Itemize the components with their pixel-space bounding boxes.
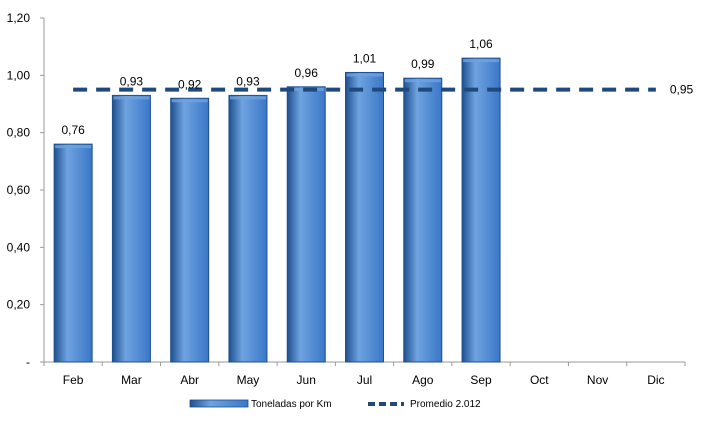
bar-highlight [171,99,208,103]
bar-data-label: 0,93 [120,74,144,88]
bar-series [53,57,501,363]
legend: Toneladas por Km Promedio 2.012 [189,399,481,410]
x-tick-label: Feb [63,373,84,387]
bar-data-label: 0,99 [411,57,435,71]
bar-mar [111,94,151,363]
x-tick-label: Jun [297,373,316,387]
x-tick-label: Oct [530,373,549,387]
bar-data-label: 0,93 [236,74,260,88]
bar-may [228,94,268,363]
average-data-label: 0,95 [670,83,694,97]
bar-feb [53,143,93,363]
x-tick-label: Mar [121,373,142,387]
bar-sep [461,57,501,363]
x-tick-label: Sep [470,373,492,387]
bar-highlight [113,96,150,100]
legend-swatch-bars [189,399,249,408]
bar-data-label: 1,06 [469,37,493,51]
data-labels: 0,76 0,93 0,92 0,93 0,96 1,01 0,99 1,06 0,95 [61,37,693,137]
y-tick-label: - [26,355,30,369]
y-tick-label: 1,00 [7,68,31,82]
bar-jun [286,86,326,363]
bar-data-label: 0,96 [295,66,319,80]
bar-data-label: 0,92 [178,77,202,91]
x-tick-label: Jul [357,373,372,387]
bar-data-label: 0,76 [61,123,85,137]
bar-jul [345,71,384,363]
y-tick-label: 0,80 [7,126,31,140]
y-tick-label: 0,20 [7,298,31,312]
y-tick-label: 1,20 [7,11,31,25]
bar-highlight [404,79,441,83]
bar-highlight [229,96,266,100]
bar-data-label: 1,01 [353,51,377,65]
bar-highlight [55,145,92,149]
legend-label-average: Promedio 2.012 [410,399,481,410]
x-tick-label: Nov [587,373,608,387]
x-tick-label: Abr [180,373,199,387]
bar-highlight [463,59,500,63]
x-tick-label: May [237,373,260,387]
chart-axes: - 0,20 0,40 0,60 0,80 1,00 1,20 Feb Mar Abr May Jun… [7,11,686,387]
y-tick-label: 0,40 [7,240,31,254]
legend-label-bars: Toneladas por Km [251,399,332,410]
bar-ago [403,77,443,363]
x-tick-label: Dic [647,373,664,387]
y-tick-label: 0,60 [7,183,31,197]
bar-abr [170,97,210,363]
bar-highlight [346,73,383,77]
x-tick-label: Ago [412,373,434,387]
